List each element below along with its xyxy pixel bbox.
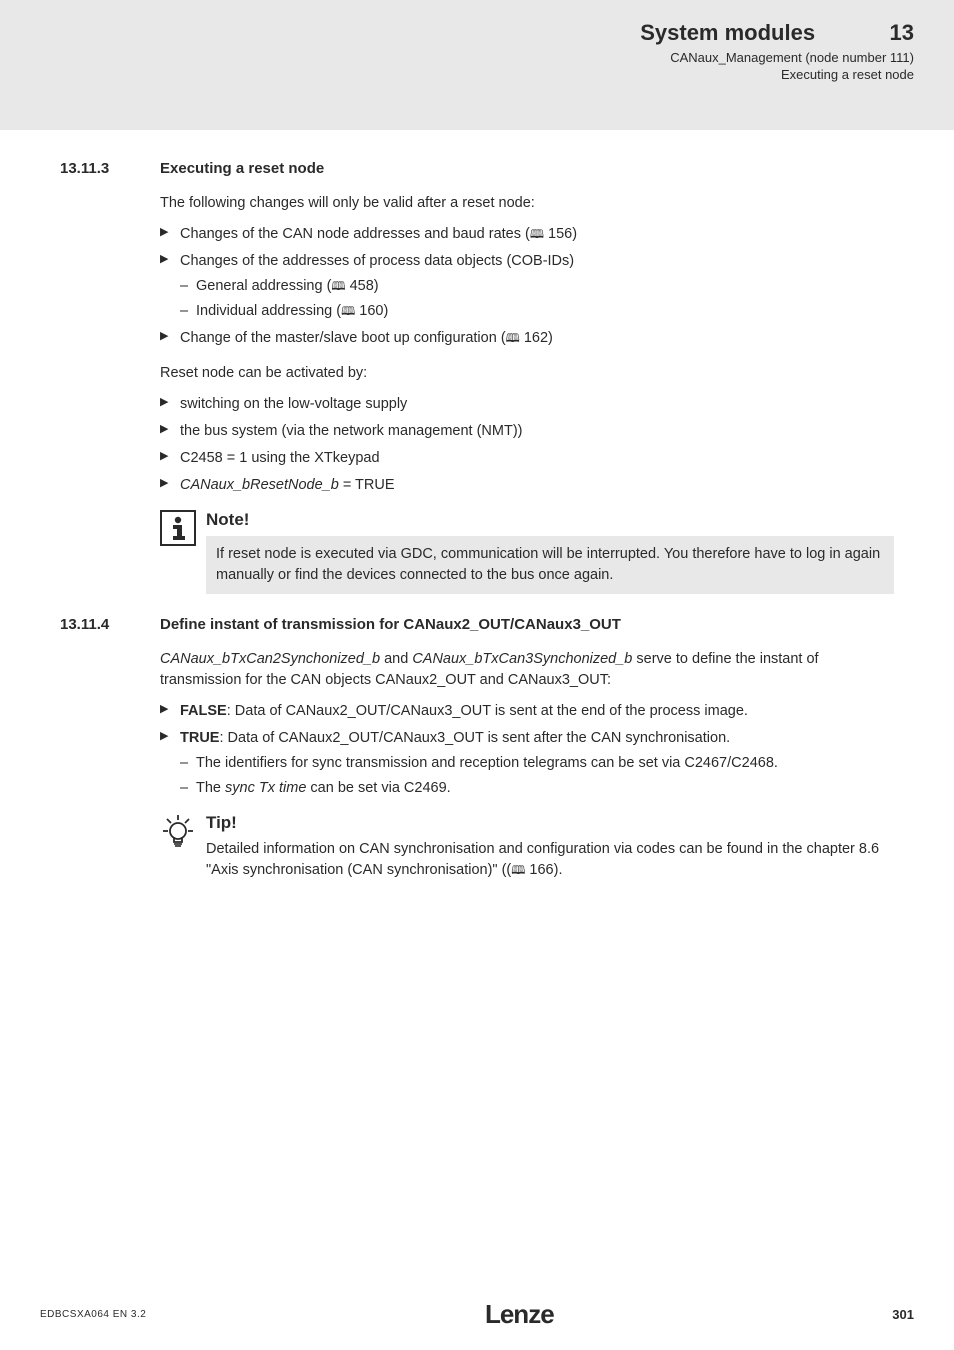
italic-term: sync Tx time xyxy=(225,780,306,796)
list-item: Changes of the addresses of process data… xyxy=(160,251,894,322)
header-subtitle-2: Executing a reset node xyxy=(640,67,914,82)
sub-item-ref: 458) xyxy=(346,278,379,294)
header-right: System modules 13 CANaux_Management (nod… xyxy=(640,20,914,120)
s1-intro: The following changes will only be valid… xyxy=(160,193,894,214)
code-var: CANaux_bResetNode_b xyxy=(180,477,339,493)
true-label: TRUE xyxy=(180,730,219,746)
item-text: Change of the master/slave boot up confi… xyxy=(180,330,506,346)
section-1-header: 13.11.3 Executing a reset node xyxy=(60,160,894,177)
book-ref-icon: 🕮 xyxy=(341,303,355,320)
item-text: = TRUE xyxy=(339,477,395,493)
section-1-body: The following changes will only be valid… xyxy=(160,193,894,496)
lightbulb-icon xyxy=(160,813,196,849)
sub-item-text: Individual addressing ( xyxy=(196,303,341,319)
tip-content: Tip! Detailed information on CAN synchro… xyxy=(206,813,894,881)
item-text: : Data of CANaux2_OUT/CANaux3_OUT is sen… xyxy=(227,703,748,719)
header-title-row: System modules 13 xyxy=(640,20,914,46)
s2-intro: CANaux_bTxCan2Synchonized_b and CANaux_b… xyxy=(160,649,894,691)
tip-body: Detailed information on CAN synchronisat… xyxy=(206,839,894,881)
note-body: If reset node is executed via GDC, commu… xyxy=(206,536,894,594)
list-item: switching on the low-voltage supply xyxy=(160,394,894,415)
sub-list: The identifiers for sync transmission an… xyxy=(180,753,894,799)
sub-item: The identifiers for sync transmission an… xyxy=(180,753,894,774)
false-label: FALSE xyxy=(180,703,227,719)
item-ref: 156) xyxy=(544,226,577,242)
chapter-number: 13 xyxy=(890,20,914,46)
book-ref-icon: 🕮 xyxy=(506,330,520,347)
info-icon xyxy=(160,510,196,546)
list-item: the bus system (via the network manageme… xyxy=(160,421,894,442)
note-heading: Note! xyxy=(206,510,894,530)
section-2-title: Define instant of transmission for CANau… xyxy=(160,616,621,633)
book-ref-icon: 🕮 xyxy=(530,226,544,243)
book-ref-icon: 🕮 xyxy=(511,862,525,879)
tip-heading: Tip! xyxy=(206,813,894,833)
note-box: Note! If reset node is executed via GDC,… xyxy=(160,510,894,594)
item-text: Changes of the addresses of process data… xyxy=(180,253,574,269)
note-icon-cell xyxy=(160,510,206,546)
sub-list: General addressing (🕮 458) Individual ad… xyxy=(180,276,894,322)
section-2-header: 13.11.4 Define instant of transmission f… xyxy=(60,616,894,633)
s1-reset-list: switching on the low-voltage supply the … xyxy=(160,394,894,496)
text: The xyxy=(196,780,225,796)
sub-item: The sync Tx time can be set via C2469. xyxy=(180,778,894,799)
tip-ref: 166). xyxy=(525,862,562,878)
list-item: CANaux_bResetNode_b = TRUE xyxy=(160,475,894,496)
info-glyph-icon xyxy=(168,516,188,540)
sub-item-ref: 160) xyxy=(355,303,388,319)
section-1-number: 13.11.3 xyxy=(60,160,160,177)
s1-reset-intro: Reset node can be activated by: xyxy=(160,363,894,384)
text: and xyxy=(380,651,412,667)
header-band: System modules 13 CANaux_Management (nod… xyxy=(0,0,954,130)
page-content: 13.11.3 Executing a reset node The follo… xyxy=(0,130,954,881)
item-ref: 162) xyxy=(520,330,553,346)
sub-item: Individual addressing (🕮 160) xyxy=(180,301,894,322)
book-ref-icon: 🕮 xyxy=(331,278,345,295)
page-footer: EDBCSXA064 EN 3.2 Lenze 301 xyxy=(0,1299,954,1330)
list-item: C2458 = 1 using the XTkeypad xyxy=(160,448,894,469)
code-var: CANaux_bTxCan2Synchonized_b xyxy=(160,651,380,667)
footer-page-number: 301 xyxy=(892,1307,914,1322)
header-title: System modules xyxy=(640,20,815,45)
text: can be set via C2469. xyxy=(306,780,450,796)
s2-list: FALSE: Data of CANaux2_OUT/CANaux3_OUT i… xyxy=(160,701,894,799)
s1-changes-list: Changes of the CAN node addresses and ba… xyxy=(160,224,894,349)
sub-item-text: General addressing ( xyxy=(196,278,331,294)
list-item: Change of the master/slave boot up confi… xyxy=(160,328,894,349)
tip-box: Tip! Detailed information on CAN synchro… xyxy=(160,813,894,881)
note-content: Note! If reset node is executed via GDC,… xyxy=(206,510,894,594)
section-2-number: 13.11.4 xyxy=(60,616,160,633)
item-text: Changes of the CAN node addresses and ba… xyxy=(180,226,530,242)
list-item: Changes of the CAN node addresses and ba… xyxy=(160,224,894,245)
item-text: : Data of CANaux2_OUT/CANaux3_OUT is sen… xyxy=(219,730,730,746)
code-var: CANaux_bTxCan3Synchonized_b xyxy=(412,651,632,667)
footer-logo: Lenze xyxy=(485,1299,554,1330)
list-item: TRUE: Data of CANaux2_OUT/CANaux3_OUT is… xyxy=(160,728,894,799)
list-item: FALSE: Data of CANaux2_OUT/CANaux3_OUT i… xyxy=(160,701,894,722)
sub-item: General addressing (🕮 458) xyxy=(180,276,894,297)
tip-icon-cell xyxy=(160,813,206,849)
section-1-title: Executing a reset node xyxy=(160,160,324,177)
section-2-body: CANaux_bTxCan2Synchonized_b and CANaux_b… xyxy=(160,649,894,799)
header-subtitle-1: CANaux_Management (node number 111) xyxy=(640,50,914,65)
footer-doc-id: EDBCSXA064 EN 3.2 xyxy=(40,1309,146,1320)
